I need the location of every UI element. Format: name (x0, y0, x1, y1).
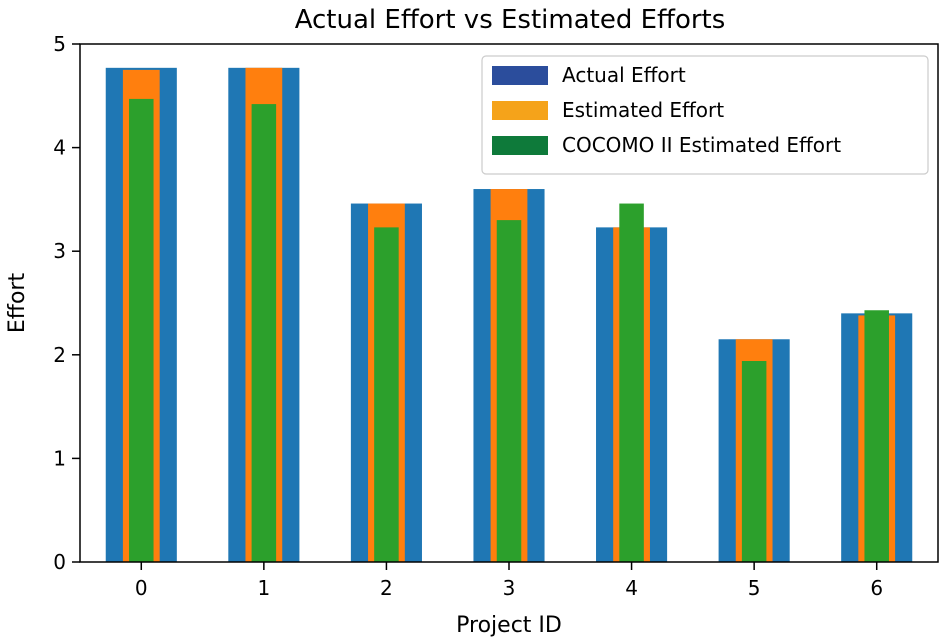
bar-cocomo-ii-estimated-effort-0 (129, 98, 154, 563)
x-tick-label: 6 (870, 576, 883, 600)
chart-title: Actual Effort vs Estimated Efforts (295, 5, 726, 35)
plot-area (105, 67, 913, 563)
legend-label: COCOMO II Estimated Effort (562, 133, 841, 157)
bar-cocomo-ii-estimated-effort-6 (864, 310, 889, 562)
y-axis: 0 1 2 3 4 5 (53, 32, 80, 574)
bar-cocomo-ii-estimated-effort-5 (741, 361, 767, 562)
legend-swatch (492, 136, 548, 155)
legend-box (481, 55, 929, 175)
bar-cocomo-ii-estimated-effort-1 (251, 104, 277, 562)
x-tick-label: 0 (135, 576, 148, 600)
y-tick-label: 5 (53, 32, 66, 56)
x-tick-label: 5 (748, 576, 761, 600)
legend-swatch (492, 66, 548, 85)
bar-cocomo-ii-estimated-effort-3 (496, 220, 522, 562)
legend-label: Actual Effort (562, 63, 686, 87)
y-tick-label: 3 (53, 239, 66, 263)
y-tick-label: 0 (53, 550, 66, 574)
legend-swatch (492, 101, 548, 120)
legend: Actual Effort Estimated Effort COCOMO II E… (481, 55, 929, 175)
y-tick-label: 2 (53, 343, 66, 367)
y-tick-label: 4 (53, 136, 66, 160)
legend-label: Estimated Effort (562, 98, 724, 122)
x-axis: 0 1 2 3 4 5 6 (135, 562, 883, 600)
bar-cocomo-ii-estimated-effort-4 (619, 203, 644, 562)
y-tick-label: 1 (53, 446, 66, 470)
x-tick-label: 3 (503, 576, 516, 600)
x-tick-label: 4 (625, 576, 638, 600)
x-axis-label: Project ID (456, 613, 562, 638)
bar-cocomo-ii-estimated-effort-2 (374, 227, 399, 562)
x-tick-label: 2 (380, 576, 393, 600)
x-tick-label: 1 (257, 576, 270, 600)
y-axis-label: Effort (5, 273, 30, 334)
